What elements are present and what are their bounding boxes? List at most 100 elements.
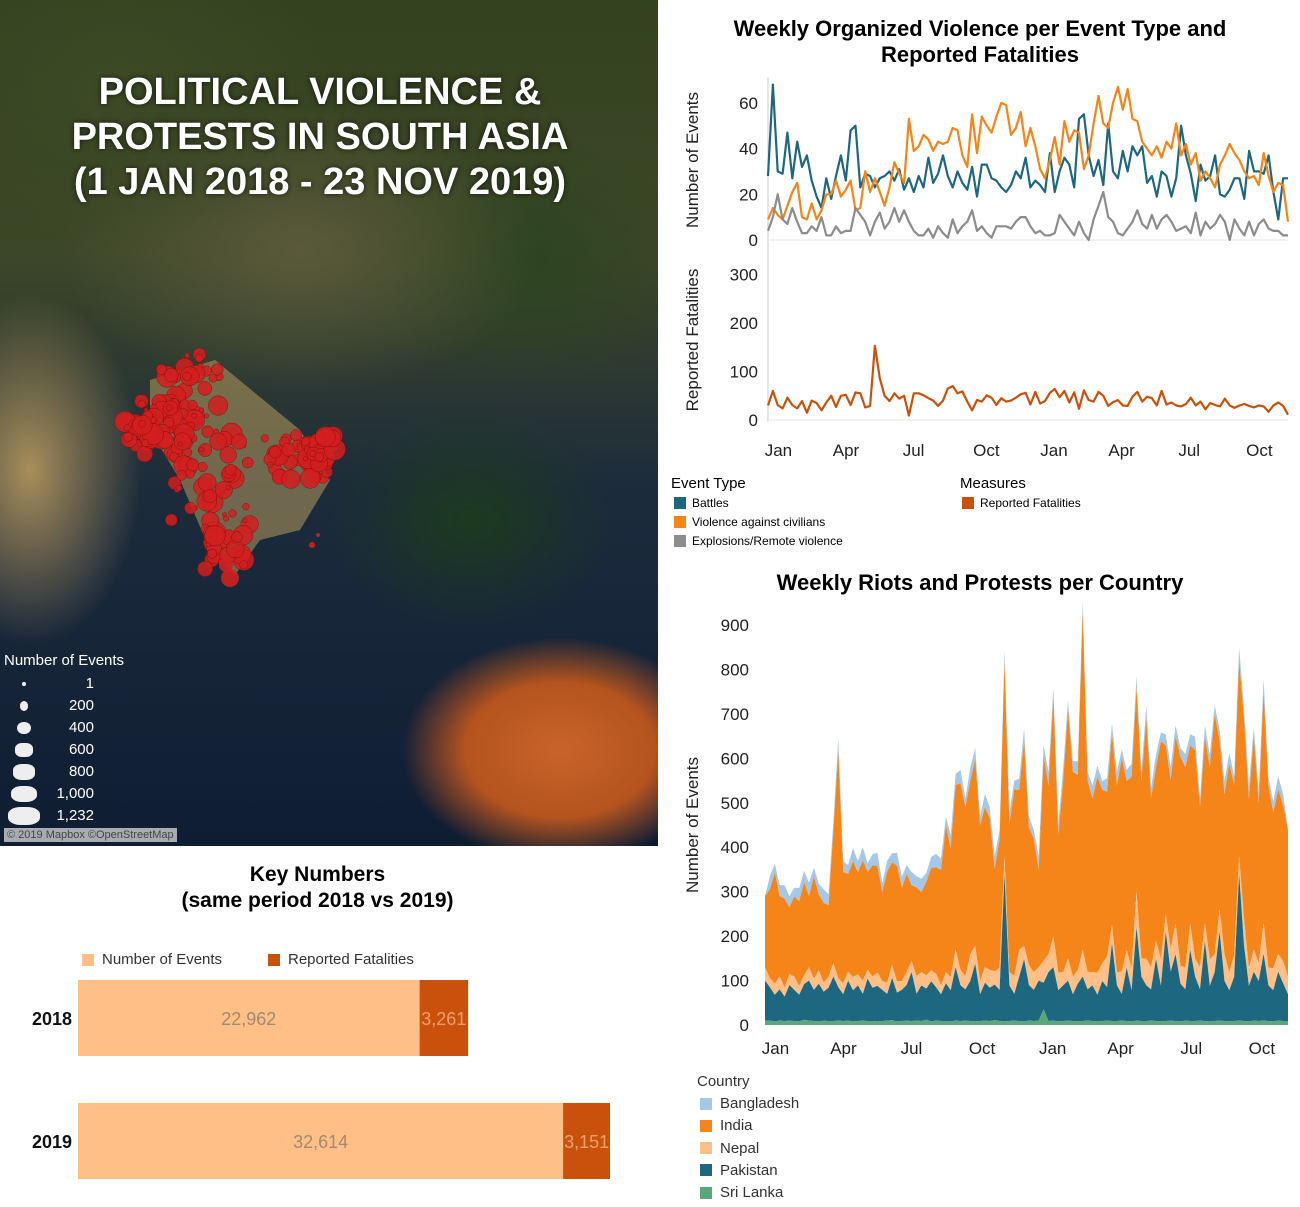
- event-marker[interactable]: [241, 456, 254, 469]
- area-series-bangladesh[interactable]: [765, 601, 1288, 908]
- event-marker[interactable]: [165, 513, 178, 527]
- event-marker[interactable]: [201, 425, 214, 438]
- legend-item-bangladesh[interactable]: Bangladesh: [700, 1095, 799, 1112]
- area-series-pakistan[interactable]: [765, 873, 1288, 1022]
- event-marker[interactable]: [223, 515, 230, 522]
- event-marker[interactable]: [178, 441, 183, 447]
- event-marker[interactable]: [207, 548, 217, 559]
- event-marker[interactable]: [184, 352, 190, 359]
- event-marker[interactable]: [231, 531, 243, 543]
- event-marker[interactable]: [214, 481, 233, 499]
- event-marker[interactable]: [175, 484, 183, 492]
- event-marker[interactable]: [211, 363, 224, 376]
- event-marker[interactable]: [141, 438, 150, 447]
- event-marker[interactable]: [198, 407, 204, 413]
- event-marker[interactable]: [197, 473, 217, 492]
- legend-item-number-of-events[interactable]: Number of Events: [82, 951, 222, 968]
- event-marker[interactable]: [208, 373, 218, 383]
- event-marker[interactable]: [316, 533, 320, 537]
- event-marker[interactable]: [226, 539, 245, 559]
- event-marker[interactable]: [219, 558, 233, 572]
- y-tick-label: 20: [739, 185, 758, 204]
- violence-line-chart[interactable]: 0 20 40 60 Number of Events 0 100 200 300 Reporte…: [660, 70, 1300, 470]
- event-marker[interactable]: [123, 424, 131, 431]
- event-marker[interactable]: [123, 432, 133, 442]
- event-marker[interactable]: [198, 443, 212, 457]
- event-marker[interactable]: [301, 436, 311, 447]
- legend-item-reported-fatalities[interactable]: Reported Fatalities: [962, 496, 1081, 510]
- event-marker[interactable]: [228, 509, 237, 518]
- series-line[interactable]: [766, 85, 1290, 222]
- event-marker[interactable]: [164, 367, 179, 383]
- event-marker[interactable]: [186, 458, 200, 472]
- legend-item-battles[interactable]: Battles: [674, 496, 729, 510]
- event-marker[interactable]: [191, 412, 197, 419]
- legend-item-pakistan[interactable]: Pakistan: [700, 1162, 778, 1179]
- riots-area-chart[interactable]: 0 100 200 300 400 500 600 700 800 900 Number of Ev…: [660, 600, 1300, 1070]
- event-marker[interactable]: [209, 432, 228, 451]
- bar-segment[interactable]: [78, 980, 420, 1056]
- map-markers[interactable]: [0, 0, 658, 846]
- event-marker[interactable]: [224, 463, 237, 476]
- event-marker[interactable]: [204, 413, 210, 419]
- event-marker[interactable]: [197, 381, 213, 396]
- area-series-sri-lanka[interactable]: [765, 1009, 1288, 1025]
- event-marker[interactable]: [267, 461, 274, 468]
- event-marker[interactable]: [219, 446, 237, 464]
- map-panel[interactable]: POLITICAL VIOLENCE & PROTESTS IN SOUTH A…: [0, 0, 658, 846]
- series-line[interactable]: [766, 83, 1288, 221]
- event-marker[interactable]: [155, 363, 167, 375]
- event-marker[interactable]: [260, 434, 269, 443]
- event-marker[interactable]: [184, 501, 197, 515]
- legend-item-india[interactable]: India: [700, 1117, 753, 1134]
- event-marker[interactable]: [303, 456, 308, 462]
- series-line[interactable]: [766, 344, 1289, 417]
- map-legend-circle: [17, 722, 31, 734]
- event-marker[interactable]: [230, 433, 247, 450]
- bar-segment[interactable]: [419, 980, 469, 1056]
- event-marker[interactable]: [137, 400, 146, 409]
- event-marker[interactable]: [204, 525, 226, 547]
- legend-label-explosions: Explosions/Remote violence: [692, 534, 843, 548]
- legend-item-violence-against-civilians[interactable]: Violence against civilians: [674, 515, 825, 529]
- map-title-line-2: PROTESTS IN SOUTH ASIA: [71, 116, 569, 158]
- event-marker[interactable]: [202, 488, 217, 504]
- area-series-india[interactable]: [765, 612, 1288, 988]
- series-line[interactable]: [766, 190, 1288, 242]
- event-marker[interactable]: [309, 542, 315, 548]
- event-marker[interactable]: [197, 561, 213, 577]
- event-marker[interactable]: [281, 442, 296, 457]
- event-marker[interactable]: [182, 371, 192, 382]
- event-marker[interactable]: [221, 569, 239, 587]
- event-marker[interactable]: [194, 353, 204, 363]
- x-tick-label: Apr: [830, 1039, 857, 1058]
- event-marker[interactable]: [198, 446, 204, 453]
- x-tick-label: Jul: [1178, 441, 1200, 460]
- legend-item-sri-lanka[interactable]: Sri Lanka: [700, 1184, 783, 1201]
- event-marker[interactable]: [269, 446, 282, 459]
- event-marker[interactable]: [173, 432, 192, 451]
- bar-segment[interactable]: [563, 1103, 610, 1179]
- event-marker[interactable]: [176, 470, 187, 481]
- event-marker[interactable]: [208, 395, 229, 416]
- bar-segment[interactable]: [78, 1103, 564, 1179]
- event-marker[interactable]: [242, 503, 250, 511]
- event-marker[interactable]: [281, 469, 301, 489]
- legend-item-explosions[interactable]: Explosions/Remote violence: [674, 534, 843, 548]
- event-marker[interactable]: [242, 518, 248, 524]
- key-numbers-bar-chart[interactable]: 2018 22,962 3,261 2019 32,614 3,151: [0, 970, 658, 1200]
- legend-item-key-fatalities[interactable]: Reported Fatalities: [268, 951, 414, 968]
- event-marker[interactable]: [197, 462, 208, 472]
- event-marker[interactable]: [187, 400, 198, 411]
- bar-value-label: 3,261: [421, 1009, 466, 1029]
- event-marker[interactable]: [225, 484, 231, 490]
- violence-chart-title: Weekly Organized Violence per Event Type…: [700, 16, 1260, 68]
- area-series-nepal[interactable]: [765, 856, 1288, 997]
- event-marker[interactable]: [239, 560, 249, 570]
- legend-item-nepal[interactable]: Nepal: [700, 1140, 759, 1157]
- event-marker[interactable]: [138, 420, 146, 428]
- event-marker[interactable]: [314, 426, 336, 448]
- map-credit[interactable]: © 2019 Mapbox ©OpenStreetMap: [4, 828, 177, 842]
- event-marker[interactable]: [314, 452, 325, 462]
- event-marker[interactable]: [165, 404, 173, 412]
